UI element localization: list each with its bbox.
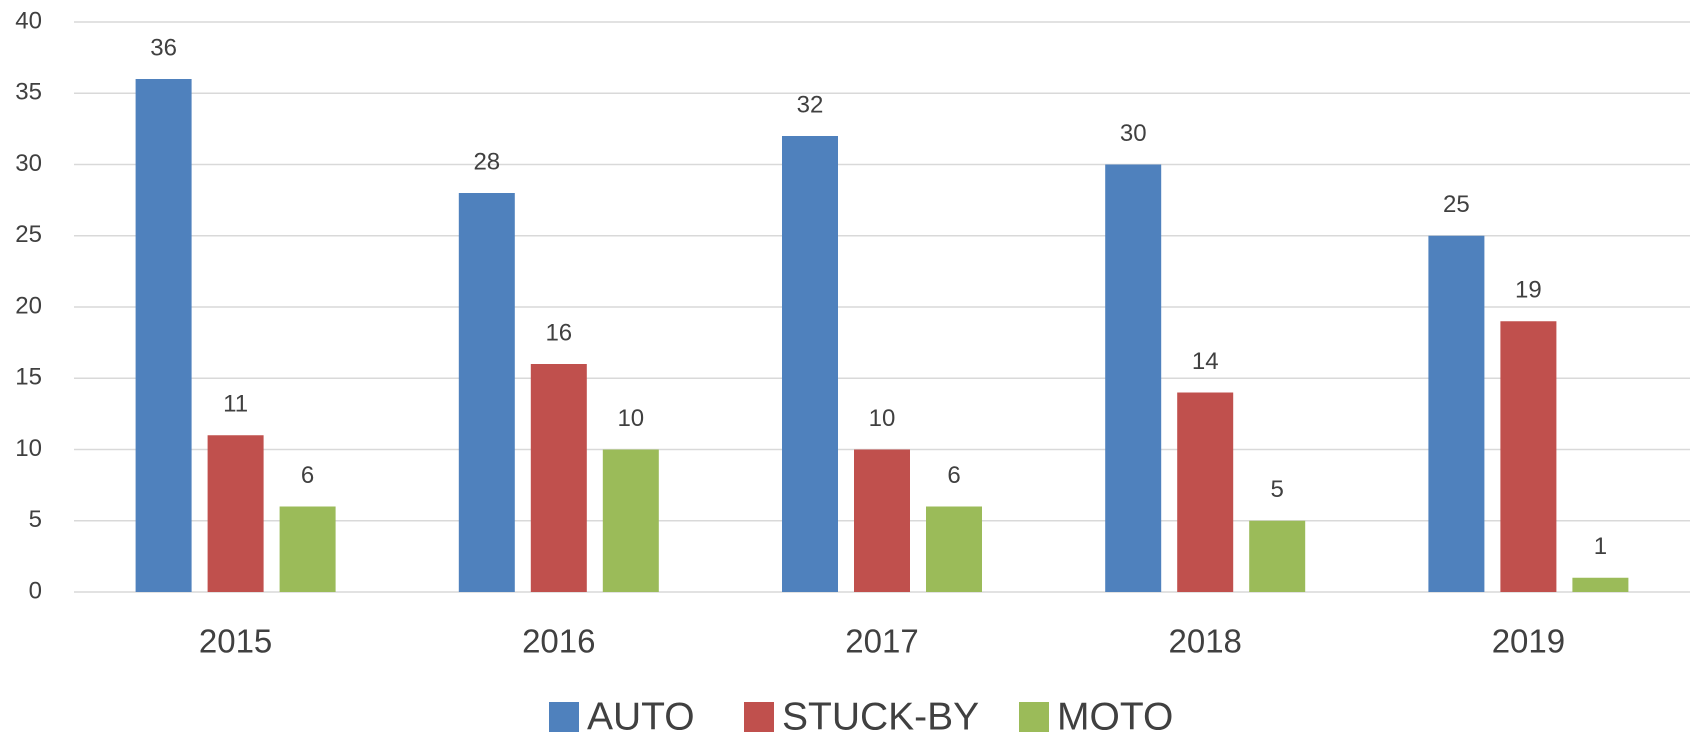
data-label: 16 (545, 319, 572, 346)
data-label: 5 (1271, 476, 1284, 503)
bar (530, 364, 587, 592)
bar (782, 136, 838, 592)
x-tick-label: 2015 (199, 623, 272, 660)
y-tick-label: 40 (15, 7, 42, 34)
x-tick-label: 2017 (845, 623, 918, 660)
y-tick-label: 15 (15, 364, 42, 391)
data-label: 10 (617, 405, 644, 432)
x-tick-label: 2018 (1168, 623, 1241, 660)
x-tick-label: 2019 (1492, 623, 1565, 660)
bar (854, 449, 910, 592)
legend-swatch (744, 702, 774, 732)
data-label: 32 (797, 91, 824, 118)
y-tick-label: 30 (15, 150, 42, 177)
data-label: 14 (1192, 348, 1219, 375)
y-tick-label: 20 (15, 292, 42, 319)
bar (135, 79, 192, 592)
data-label: 10 (869, 405, 896, 432)
data-label: 1 (1594, 533, 1607, 560)
y-tick-label: 0 (29, 577, 42, 604)
y-tick-label: 5 (29, 506, 42, 533)
data-label: 6 (301, 462, 314, 489)
data-label: 36 (150, 34, 177, 61)
y-tick-label: 10 (15, 435, 42, 462)
x-tick-label: 2016 (522, 623, 595, 660)
bar (279, 506, 336, 592)
bar (1500, 321, 1557, 592)
bar (458, 193, 515, 592)
y-tick-label: 25 (15, 221, 42, 248)
legend-label: STUCK-BY (782, 695, 979, 738)
data-label: 11 (223, 391, 248, 418)
bar (1177, 392, 1234, 592)
data-label: 25 (1443, 191, 1470, 218)
legend-swatch (1019, 702, 1049, 732)
bar (1428, 235, 1485, 592)
bar (1249, 520, 1306, 592)
bar (926, 506, 982, 592)
legend-swatch (549, 702, 579, 732)
data-label: 6 (947, 462, 960, 489)
y-tick-label: 35 (15, 79, 42, 106)
legend-label: MOTO (1057, 695, 1173, 738)
bar (207, 435, 264, 592)
data-label: 19 (1515, 277, 1542, 304)
bar (1572, 577, 1629, 592)
data-label: 28 (473, 148, 500, 175)
bar (602, 449, 659, 592)
bar (1105, 164, 1162, 592)
data-label: 30 (1120, 120, 1147, 147)
legend-label: AUTO (587, 695, 695, 738)
